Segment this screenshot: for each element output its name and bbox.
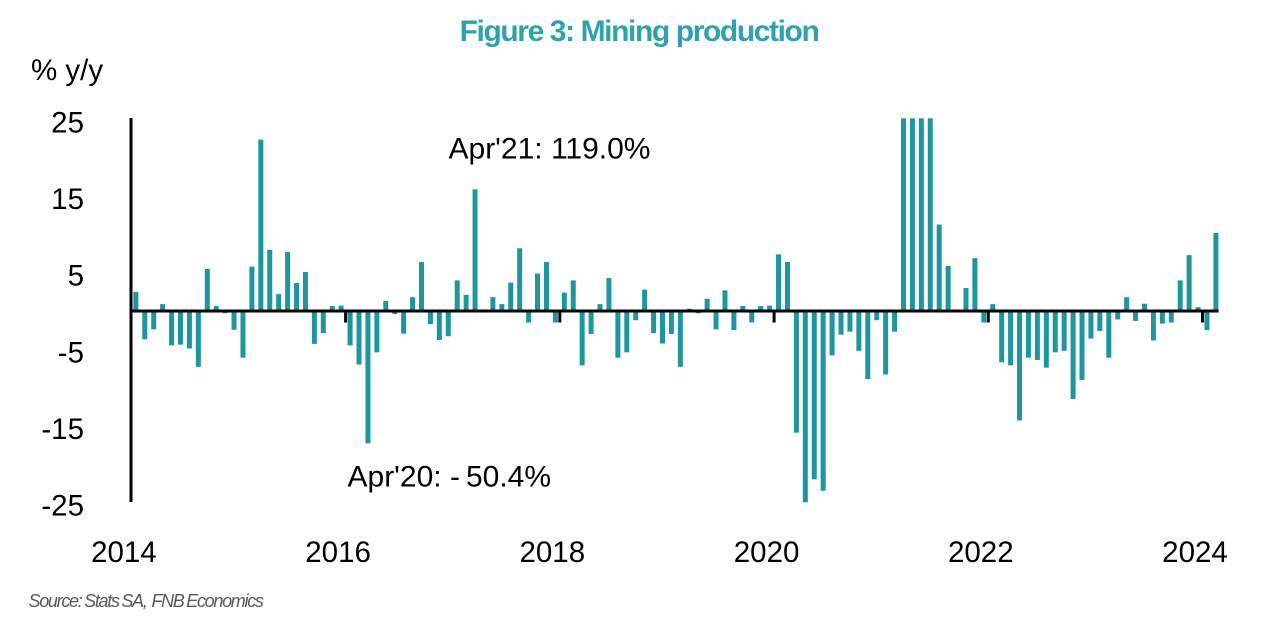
- svg-text:Apr'20: - 50.4%: Apr'20: - 50.4%: [348, 461, 552, 494]
- svg-text:2016: 2016: [305, 536, 371, 569]
- svg-text:25: 25: [51, 107, 84, 140]
- svg-text:% y/y: % y/y: [31, 54, 103, 87]
- svg-text:-25: -25: [41, 489, 84, 522]
- svg-text:Source: Stats SA, FNB Economi: Source: Stats SA, FNB Economics: [29, 591, 264, 611]
- svg-text:2024: 2024: [1162, 536, 1228, 569]
- svg-text:-5: -5: [58, 336, 84, 369]
- svg-text:Figure 3: Mining production: Figure 3: Mining production: [460, 15, 819, 48]
- svg-text:-15: -15: [41, 413, 84, 446]
- svg-text:2018: 2018: [519, 536, 585, 569]
- svg-text:2022: 2022: [948, 536, 1014, 569]
- svg-text:5: 5: [68, 260, 84, 293]
- svg-text:Apr'21: 119.0%: Apr'21: 119.0%: [449, 132, 651, 165]
- svg-text:15: 15: [51, 183, 84, 216]
- svg-text:2014: 2014: [91, 536, 157, 569]
- svg-text:2020: 2020: [734, 536, 800, 569]
